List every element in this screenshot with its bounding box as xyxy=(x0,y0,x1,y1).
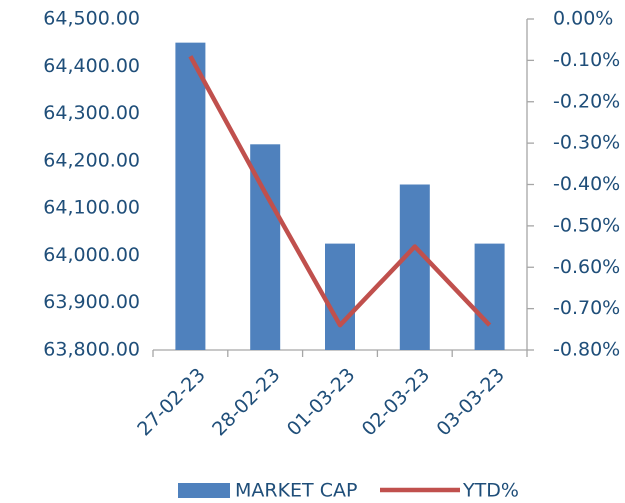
y-tick-label: 64,500.00 xyxy=(43,8,140,30)
y2-tick-label: 0.00% xyxy=(553,8,613,30)
y-tick-label: 64,000.00 xyxy=(43,244,140,266)
y2-tick-label: -0.70% xyxy=(553,297,620,319)
x-tick-label: 03-03-23 xyxy=(432,364,509,441)
legend-label: MARKET CAP xyxy=(235,480,357,502)
bar xyxy=(175,42,206,351)
x-tick-label: 01-03-23 xyxy=(283,364,360,441)
legend-swatch xyxy=(178,483,230,498)
y2-tick-label: -0.20% xyxy=(553,90,620,112)
y-tick-label: 63,800.00 xyxy=(43,339,140,361)
x-tick-label: 28-02-23 xyxy=(208,364,285,441)
y-tick-label: 64,300.00 xyxy=(43,102,140,124)
x-tick-label: 27-02-23 xyxy=(133,364,210,441)
y-tick-label: 64,400.00 xyxy=(43,55,140,77)
y2-tick-label: -0.80% xyxy=(553,339,620,361)
y-tick-label: 63,900.00 xyxy=(43,291,140,313)
bar xyxy=(474,243,505,350)
line xyxy=(188,55,492,328)
x-tick-label: 02-03-23 xyxy=(358,364,435,441)
y-tick-label: 64,200.00 xyxy=(43,149,140,171)
y2-tick-label: -0.10% xyxy=(553,49,620,71)
y2-tick-label: -0.60% xyxy=(553,256,620,278)
y2-tick-label: -0.30% xyxy=(553,132,620,154)
y-tick-label: 64,100.00 xyxy=(43,197,140,219)
y2-tick-label: -0.50% xyxy=(553,214,620,236)
legend-label: YTD% xyxy=(462,480,519,502)
bar xyxy=(399,184,430,350)
bar xyxy=(325,243,355,350)
y2-tick-label: -0.40% xyxy=(553,173,620,195)
